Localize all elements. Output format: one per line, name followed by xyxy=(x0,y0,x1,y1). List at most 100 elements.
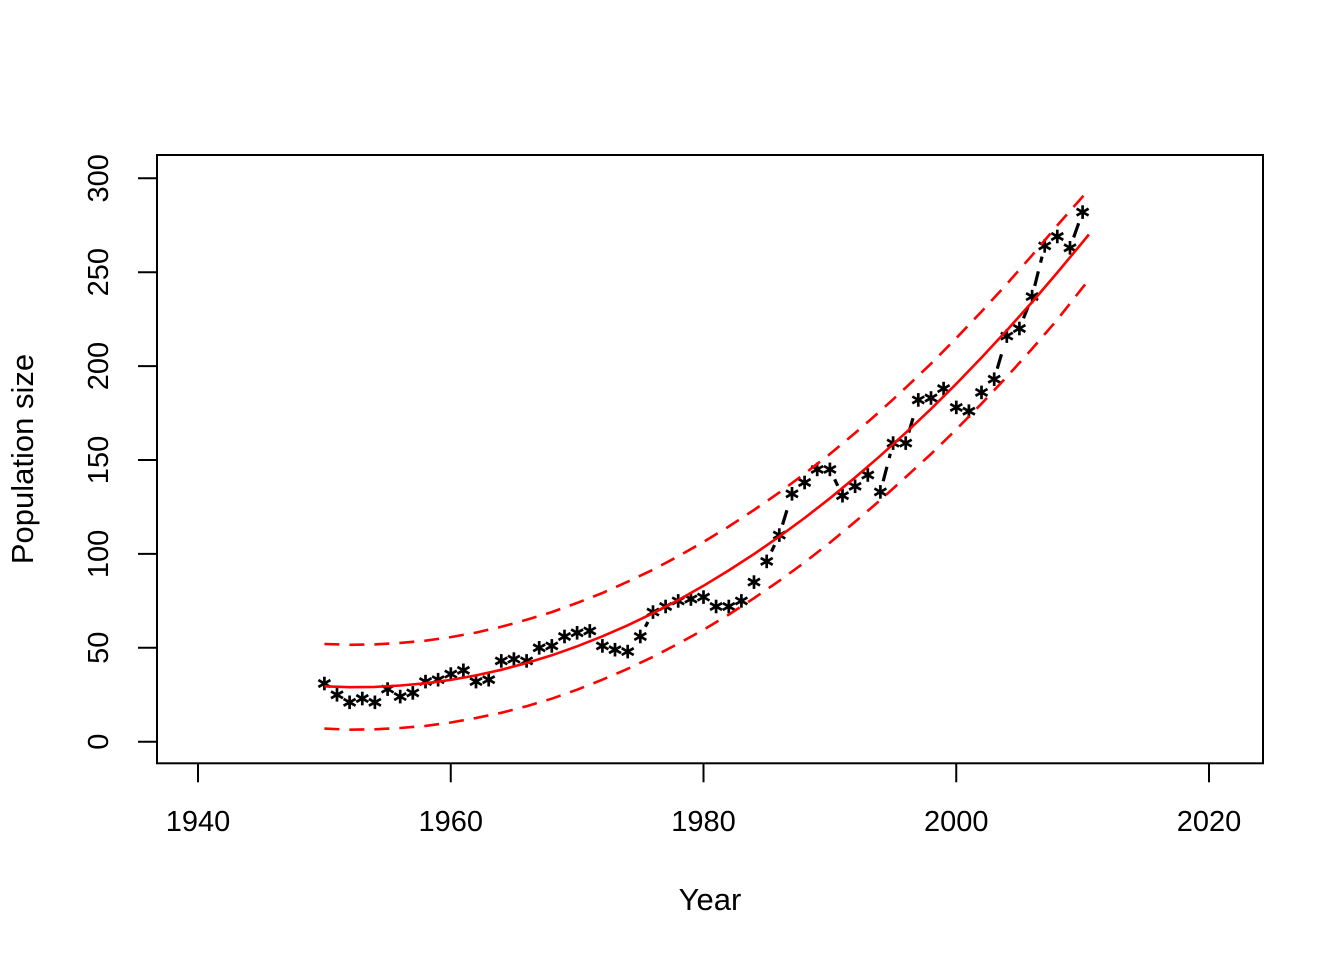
asterisk-arm xyxy=(482,675,496,685)
point-connector-dash xyxy=(770,544,777,553)
data-point-asterisk xyxy=(532,640,546,655)
asterisk-arm xyxy=(633,631,647,642)
data-point-asterisk xyxy=(583,624,597,638)
x-tick-label: 1960 xyxy=(418,806,483,838)
y-tick-label: 200 xyxy=(83,342,115,390)
data-point-asterisk xyxy=(380,682,395,696)
data-point-asterisk xyxy=(393,689,407,704)
asterisk-arm xyxy=(848,481,862,491)
y-tick-label: 250 xyxy=(83,248,115,296)
data-point-asterisk xyxy=(949,400,963,415)
y-tick-label: 150 xyxy=(83,436,115,484)
data-point-asterisk xyxy=(1050,229,1064,244)
asterisk-arm xyxy=(608,645,622,655)
data-point-asterisk xyxy=(987,372,1001,387)
asterisk-arm xyxy=(924,393,938,403)
data-point-asterisk xyxy=(342,695,357,710)
asterisk-arm xyxy=(406,688,420,698)
asterisk-arm xyxy=(987,374,1001,384)
asterisk-arm xyxy=(545,641,559,651)
asterisk-arm xyxy=(317,678,332,689)
data-point-asterisk xyxy=(974,385,989,400)
data-point-asterisk xyxy=(848,479,862,494)
data-point-asterisk xyxy=(823,462,837,477)
asterisk-arm xyxy=(469,677,483,687)
asterisk-arm xyxy=(444,669,458,679)
data-point-asterisk xyxy=(608,642,622,657)
data-point-asterisk xyxy=(835,488,850,503)
asterisk-arm xyxy=(722,601,736,612)
asterisk-arm xyxy=(747,577,761,587)
y-tick-label: 100 xyxy=(83,530,115,578)
y-tick-label: 50 xyxy=(83,632,115,664)
asterisk-arm xyxy=(456,665,471,675)
upper-prediction-band xyxy=(324,188,1090,647)
x-axis: 1940 1960 1980 2000 2020 xyxy=(166,763,1241,838)
asterisk-arm xyxy=(936,384,951,394)
x-tick-label: 2000 xyxy=(924,806,989,838)
asterisk-arm xyxy=(583,626,597,636)
asterisk-arm xyxy=(1012,323,1027,334)
data-point-asterisk xyxy=(494,654,508,668)
asterisk-arm xyxy=(1000,331,1014,341)
y-tick-label: 0 xyxy=(83,734,115,750)
asterisk-arm xyxy=(1075,207,1090,217)
data-points xyxy=(317,205,1090,710)
asterisk-arm xyxy=(734,596,749,606)
asterisk-arm xyxy=(621,647,635,657)
data-point-asterisk xyxy=(873,485,888,499)
point-connector-dash xyxy=(1072,221,1081,238)
y-tick-label: 300 xyxy=(83,154,115,202)
data-point-asterisk xyxy=(406,686,420,700)
plot-box xyxy=(156,154,1264,765)
fit-and-bands xyxy=(324,188,1090,732)
data-point-asterisk xyxy=(1075,205,1090,219)
data-point-asterisk xyxy=(431,672,445,687)
data-point-asterisk xyxy=(684,592,698,606)
point-connector-dash xyxy=(995,346,1006,370)
asterisk-arm xyxy=(760,556,774,566)
data-point-asterisk xyxy=(330,687,344,702)
fitted-line xyxy=(324,233,1090,689)
asterisk-arm xyxy=(873,487,888,497)
point-connector-dash xyxy=(781,503,791,526)
data-point-asterisk xyxy=(355,691,369,706)
asterisk-arm xyxy=(1050,231,1064,242)
data-point-asterisk xyxy=(861,468,875,482)
point-connectors xyxy=(643,221,1081,628)
data-point-asterisk xyxy=(722,599,736,614)
asterisk-arm xyxy=(823,464,837,474)
data-point-asterisk xyxy=(1012,321,1027,336)
data-point-asterisk xyxy=(734,594,749,608)
data-point-asterisk xyxy=(747,575,761,589)
data-point-asterisk xyxy=(507,652,521,666)
asterisk-arm xyxy=(1025,292,1039,302)
asterisk-arm xyxy=(368,697,382,707)
x-axis-title: Year xyxy=(679,882,742,917)
data-point-asterisk xyxy=(557,629,572,644)
asterisk-arm xyxy=(949,402,963,412)
asterisk-arm xyxy=(835,491,850,501)
data-point-asterisk xyxy=(368,695,382,710)
lower-prediction-band xyxy=(324,279,1090,732)
data-point-asterisk xyxy=(633,629,647,644)
asterisk-arm xyxy=(861,470,875,480)
data-point-asterisk xyxy=(899,436,913,450)
point-connector-dash xyxy=(833,478,840,487)
asterisk-arm xyxy=(696,592,711,602)
data-point-asterisk xyxy=(317,676,332,691)
asterisk-arm xyxy=(532,643,546,653)
asterisk-arm xyxy=(595,641,610,651)
data-point-asterisk xyxy=(911,393,925,407)
data-point-asterisk xyxy=(621,644,635,659)
asterisk-arm xyxy=(342,697,357,707)
asterisk-arm xyxy=(1038,241,1052,251)
asterisk-arm xyxy=(570,628,584,638)
data-point-asterisk xyxy=(1063,241,1077,255)
asterisk-arm xyxy=(330,690,344,700)
data-point-asterisk xyxy=(785,486,799,501)
data-point-asterisk xyxy=(696,590,711,604)
point-connector-dash xyxy=(881,453,892,482)
